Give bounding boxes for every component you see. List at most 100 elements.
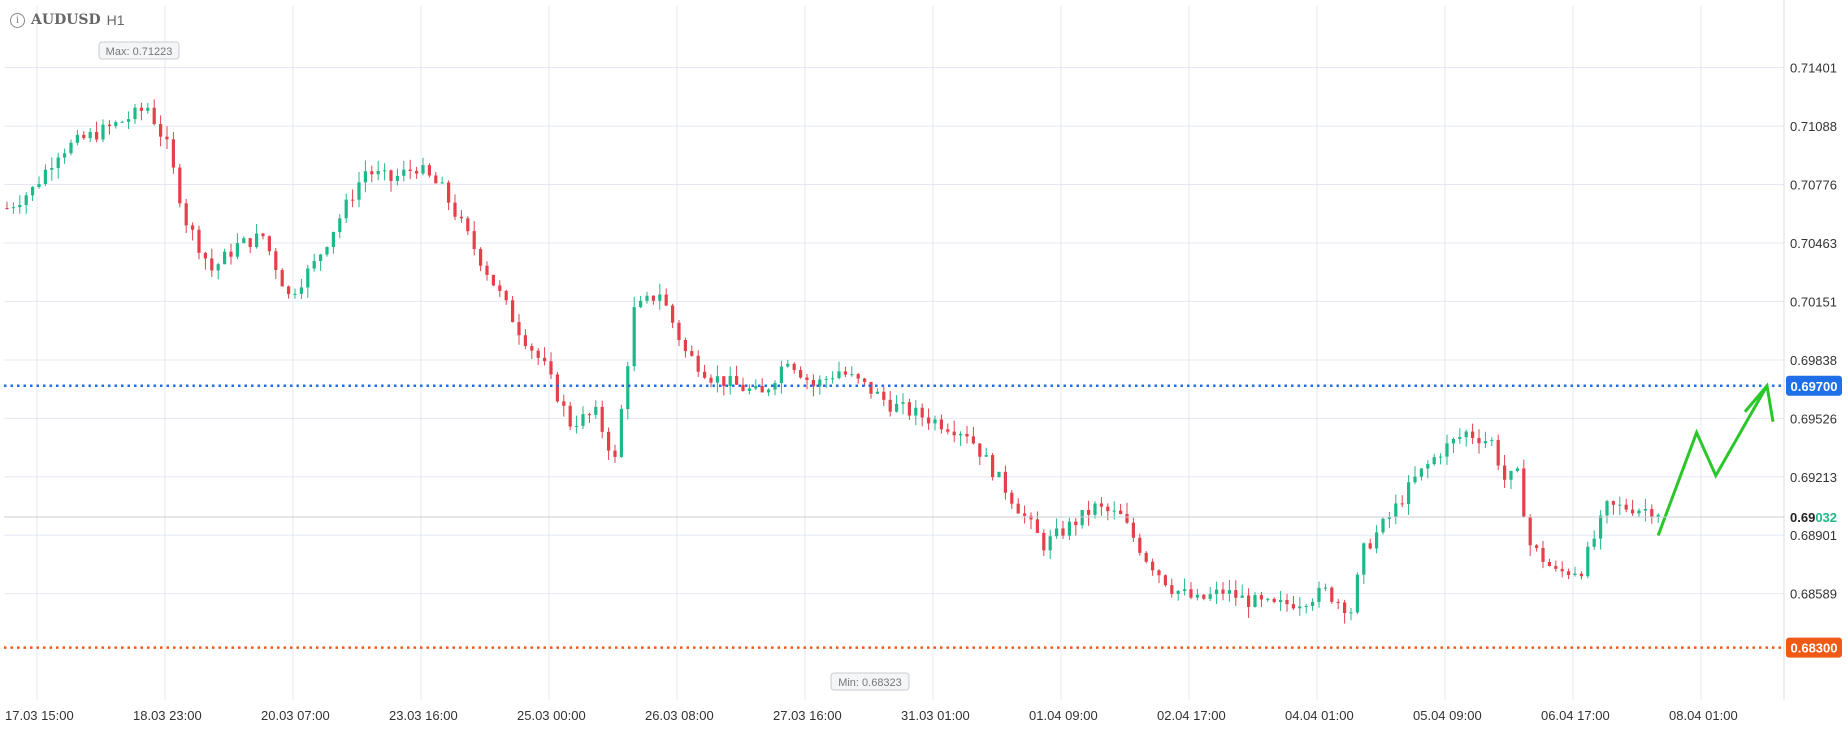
candle-body [287,286,291,295]
level-tag-label: 0.68300 [1791,641,1838,656]
candle-body [1183,589,1187,591]
candle-body [600,406,604,432]
candle-body [1624,504,1628,510]
candle-body [1407,482,1411,505]
grid [4,6,1784,700]
candle-body [754,386,758,389]
candle-body [1023,513,1027,516]
candle-body [1317,587,1321,602]
candle-body [536,350,540,358]
candle-body [485,265,489,275]
candle-body [978,443,982,457]
time-axis[interactable]: 17.03 15:00 18.03 23:00 20.03 07:00 23.03 1… [5,708,1738,723]
candle-body [210,258,214,271]
candle-body [856,374,860,379]
candle-body [184,203,188,226]
x-tick-label: 04.04 01:00 [1285,708,1354,723]
candle-body [664,294,668,306]
candle-body [1458,437,1462,440]
candle-body [197,229,201,253]
x-tick-label: 06.04 17:00 [1541,708,1610,723]
candle-body [498,285,502,291]
candle-body [69,142,73,154]
candle-body [1611,501,1615,505]
candle-body [223,251,227,265]
candle-body [933,419,937,424]
candle-body [1240,595,1244,598]
candle-body [1112,510,1116,512]
candle-body [1509,470,1513,480]
candle-body [389,170,393,181]
candle-body [466,218,470,232]
candle-body [818,379,822,387]
candle-body [843,371,847,375]
candle-body [1579,573,1583,577]
candle-body [1381,518,1385,533]
candle-body [370,171,374,175]
candle-body [767,389,771,393]
candle-body [863,378,867,382]
y-tick-label: 0.70463 [1790,236,1837,251]
candle-body [1202,594,1206,599]
candle-body [1227,590,1231,594]
y-tick-label: 0.70151 [1790,294,1837,309]
candle-body [690,351,694,356]
candle-body [869,381,873,394]
candle-body [805,377,809,381]
candle-body [255,233,259,248]
candle-body [453,202,457,217]
x-tick-label: 20.03 07:00 [261,708,330,723]
candle-body [1656,514,1660,518]
projection-line [1656,385,1769,536]
candle-body [741,384,745,391]
candle-body [63,153,67,158]
candle-body [31,186,35,196]
candle-body [1362,543,1366,575]
candle-body [1272,598,1276,603]
candle-body [1336,601,1340,603]
candle-body [683,339,687,352]
candle-body [709,377,713,383]
price-axis[interactable]: 0.71401 0.71088 0.70776 0.70463 0.70151 0.698… [1783,0,1837,700]
candle-body [677,322,681,340]
max-marker-box [98,41,180,60]
candle-body [1343,602,1347,614]
candle-body [1394,503,1398,517]
candle-body [530,346,534,351]
candle-body [1355,574,1359,613]
candle-body [728,376,732,387]
candle-body [824,378,828,380]
candle-body [971,436,975,444]
candle-body [895,403,899,412]
candle-body [651,295,655,301]
candle-body [1195,594,1199,598]
candle-body [1144,552,1148,562]
y-tick-label: 0.71088 [1790,119,1837,134]
candle-body [696,355,700,372]
candle-body [408,169,412,171]
candle-body [760,386,764,393]
candle-body [133,107,137,120]
candle-body [952,431,956,436]
candle-body [1439,456,1443,458]
y-tick-label: 0.69213 [1790,470,1837,485]
candle-body [1080,509,1084,526]
candle-body [306,268,310,288]
candle-body [18,204,22,208]
candles [5,99,1660,624]
candle-body [939,419,943,430]
level-tag-label: 0.69700 [1791,379,1838,394]
candle-body [581,414,585,426]
candle-body [1541,547,1545,562]
candle-body [1119,510,1123,514]
timeframe-label[interactable]: H1 [106,12,125,28]
level-tag [1786,375,1842,396]
candle-body [779,366,783,384]
info-icon[interactable]: i [10,12,25,28]
candle-body [120,121,124,123]
x-tick-label: 17.03 15:00 [5,708,74,723]
candle-body [786,363,790,367]
extreme-markers: Max: 0.71223 Min: 0.68323 [98,41,910,691]
candle-body [888,399,892,412]
